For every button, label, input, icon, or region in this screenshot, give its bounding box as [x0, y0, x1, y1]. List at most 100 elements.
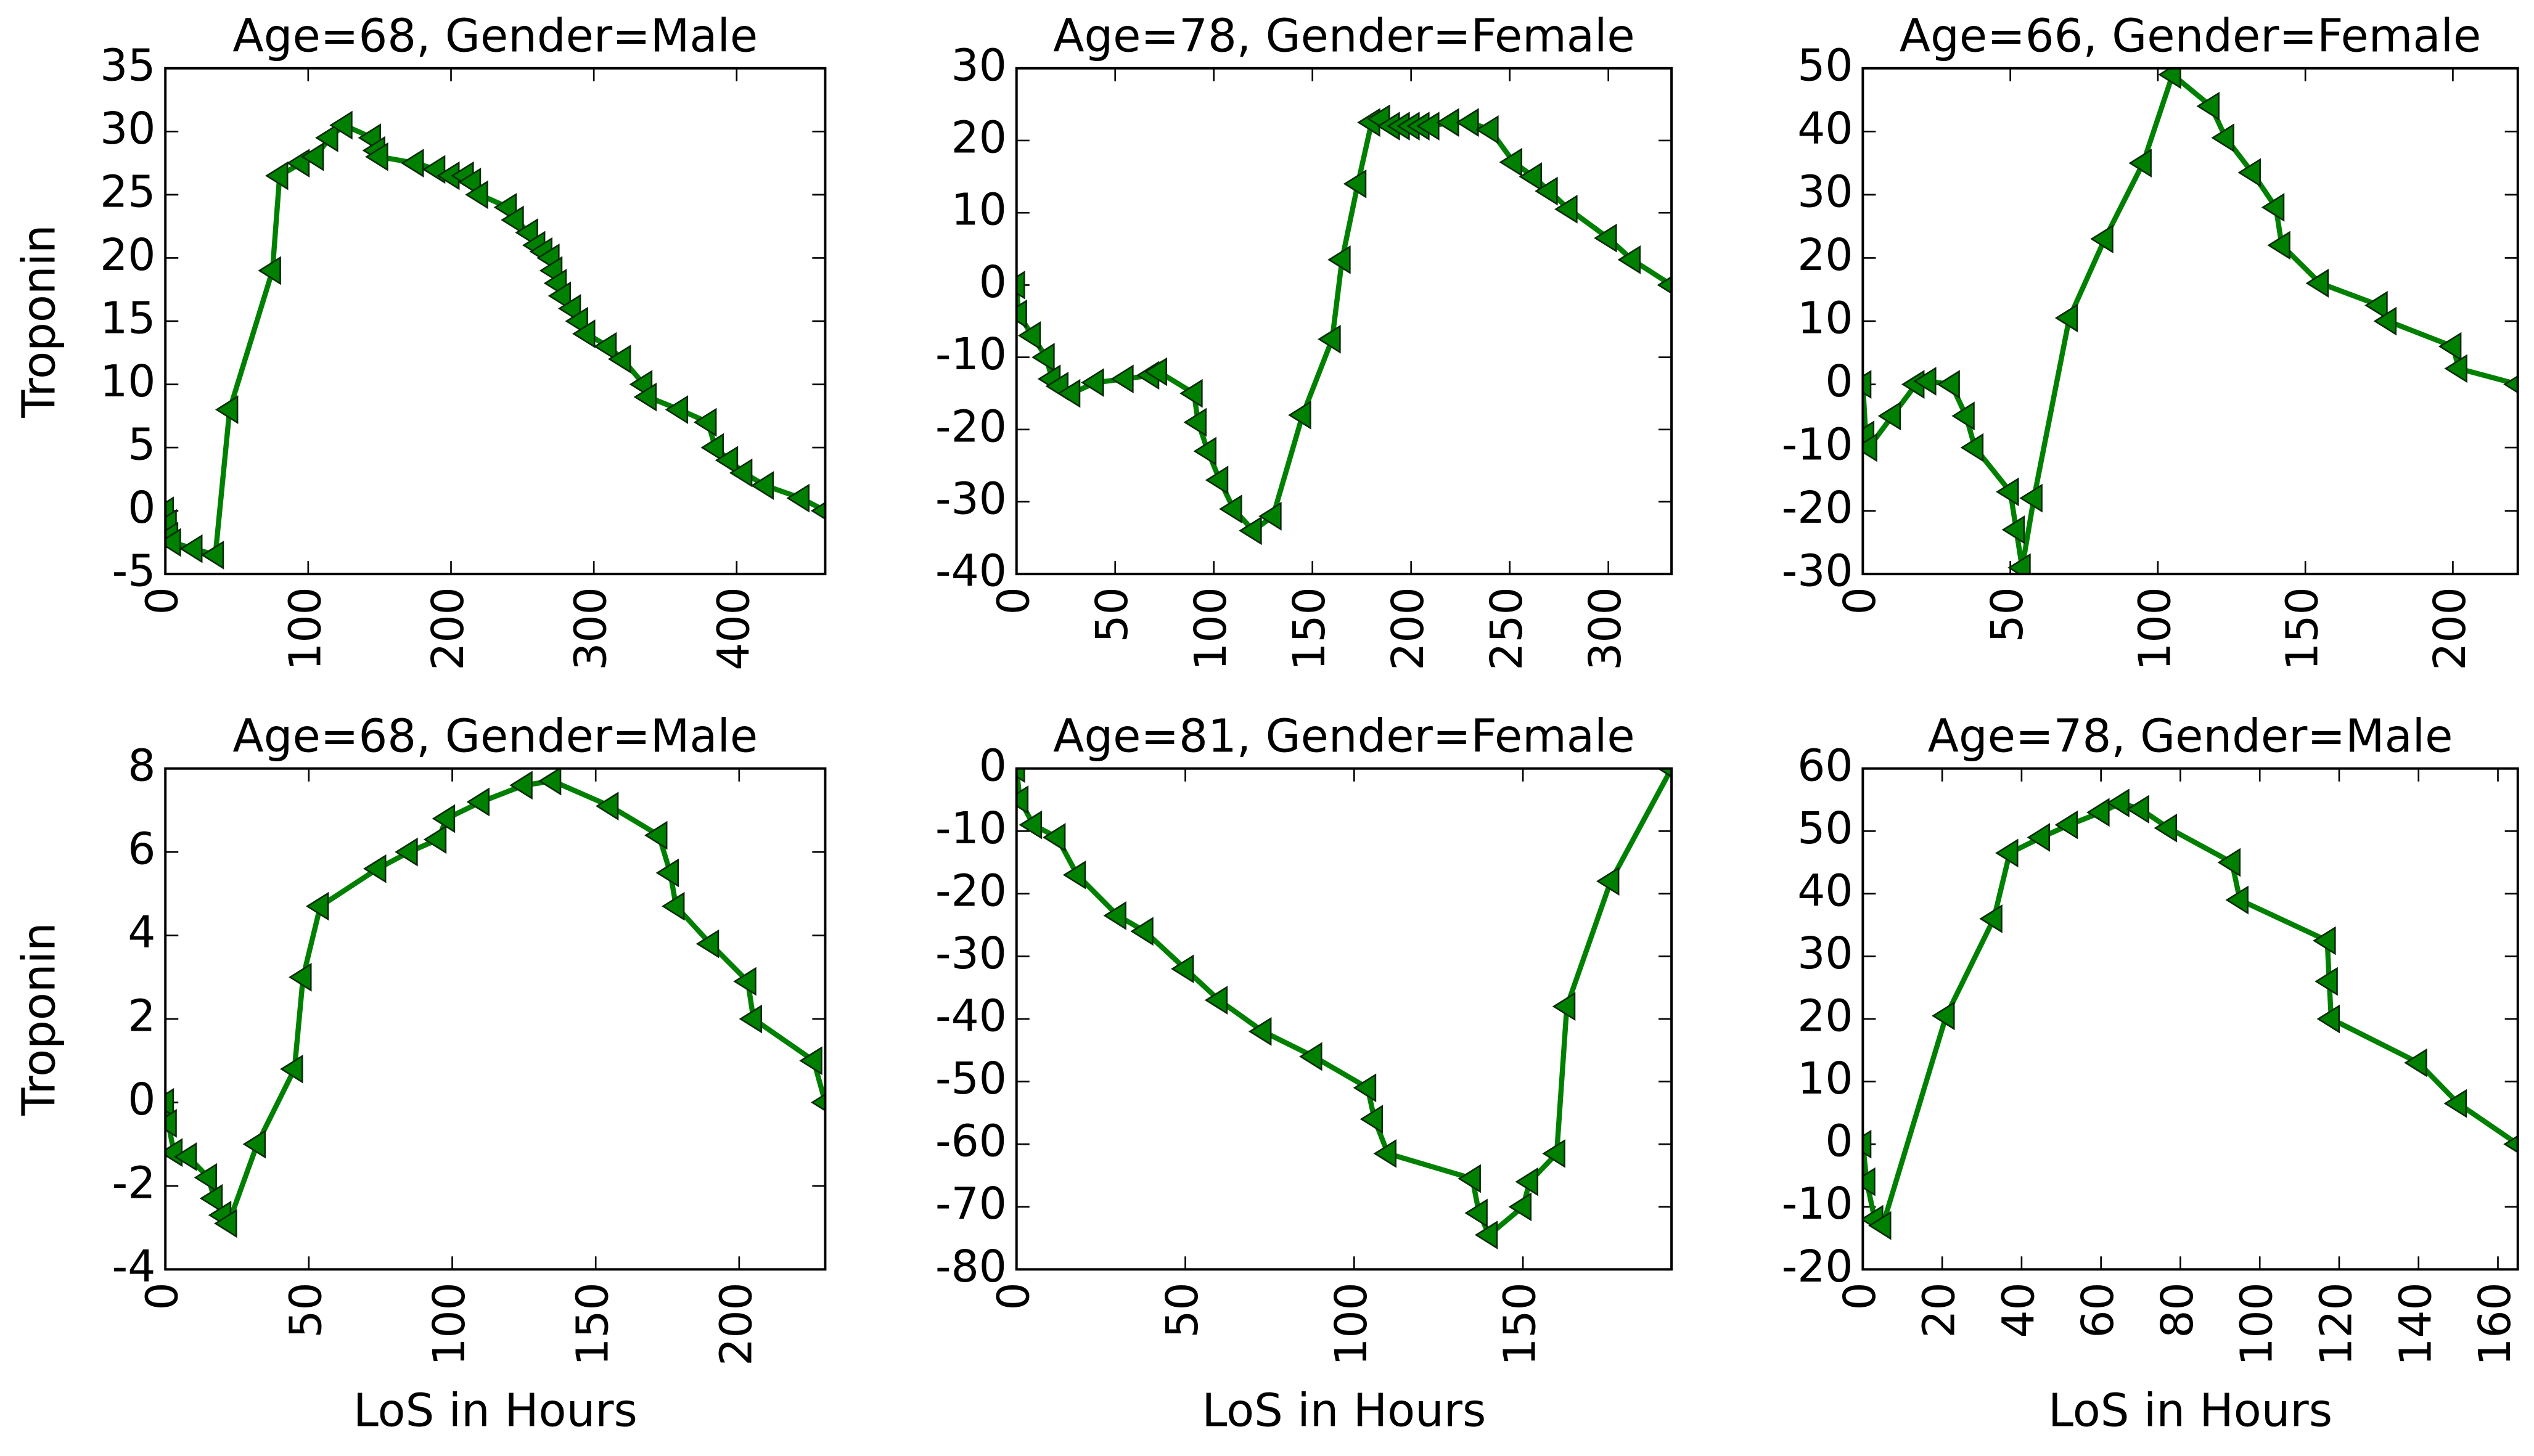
- data-marker: [2054, 810, 2078, 840]
- y-tick-label: -30: [935, 928, 1007, 979]
- data-marker: [1179, 378, 1203, 408]
- data-marker: [165, 1088, 174, 1117]
- data-marker: [1657, 276, 1672, 295]
- x-tick-label: 300: [1580, 587, 1631, 670]
- data-marker: [810, 501, 826, 520]
- axes-frame: [1861, 67, 2519, 576]
- x-tick-label: 100: [424, 1282, 475, 1366]
- data-marker: [300, 142, 324, 171]
- y-tick-label: 30: [951, 39, 1007, 91]
- panel-title: Age=78, Gender=Female: [1053, 10, 1635, 62]
- data-marker: [173, 1142, 197, 1171]
- y-tick-label: -20: [1782, 482, 1853, 533]
- data-marker: [1863, 433, 1877, 462]
- data-marker: [289, 962, 312, 992]
- data-marker: [2126, 795, 2149, 824]
- y-tick-label: -10: [935, 329, 1007, 380]
- data-marker: [1617, 245, 1641, 274]
- data-marker: [1110, 364, 1134, 394]
- y-tick-label: 10: [1797, 293, 1853, 344]
- x-axis-label: LoS in Hours: [1202, 1384, 1486, 1437]
- data-marker: [2316, 1004, 2340, 1034]
- data-marker: [1913, 366, 1937, 396]
- x-tick-label: 0: [988, 1282, 1039, 1310]
- x-tick-label: 0: [988, 587, 1039, 615]
- data-marker: [593, 332, 617, 361]
- data-marker: [655, 858, 679, 888]
- y-tick-label: 15: [100, 293, 155, 344]
- y-tick-label: 4: [128, 907, 155, 958]
- x-tick-label: 200: [422, 587, 474, 671]
- data-marker: [1016, 299, 1027, 329]
- x-tick-label: 0: [137, 1282, 188, 1310]
- axes-frame: [1015, 767, 1673, 1271]
- data-marker: [2007, 553, 2031, 575]
- y-tick-label: 8: [128, 740, 155, 791]
- data-marker: [2225, 885, 2249, 915]
- data-marker: [1042, 823, 1066, 852]
- data-marker: [1456, 108, 1479, 137]
- data-marker: [401, 149, 424, 178]
- data-marker: [1594, 223, 1617, 253]
- y-tick-label: 30: [100, 103, 155, 154]
- data-marker: [733, 967, 757, 996]
- panel: -20 -10 0 10 20 30 40 50 60 0 20 40 60 80 100 120 140 160…: [1782, 710, 2520, 1437]
- y-tick-label: 5: [128, 419, 155, 470]
- y-tick-label: 0: [128, 482, 155, 533]
- plot-area: [165, 768, 826, 1238]
- y-tick-label: -4: [112, 1241, 156, 1292]
- data-marker: [315, 123, 338, 152]
- data-marker: [395, 837, 418, 867]
- y-tick-label: -80: [935, 1241, 1007, 1292]
- data-marker: [1995, 838, 2019, 868]
- data-marker: [1464, 1198, 1488, 1228]
- data-marker: [1343, 169, 1367, 198]
- x-tick-label: 0: [1834, 1282, 1885, 1310]
- data-marker: [179, 534, 203, 563]
- x-tick-label: 160: [2469, 1282, 2520, 1366]
- data-marker: [1288, 400, 1311, 430]
- data-marker: [1017, 321, 1041, 350]
- data-marker: [265, 161, 289, 190]
- x-tick-label: 50: [1157, 1282, 1208, 1338]
- data-marker: [693, 407, 717, 437]
- data-marker: [1016, 270, 1025, 300]
- data-marker: [214, 1209, 237, 1238]
- data-marker: [1499, 147, 1523, 177]
- data-marker: [1863, 1129, 1872, 1159]
- data-marker: [2444, 354, 2467, 383]
- data-marker: [2086, 798, 2110, 827]
- data-marker: [1519, 162, 1543, 191]
- data-marker: [1239, 516, 1262, 546]
- data-marker: [258, 256, 281, 285]
- data-marker: [1057, 378, 1081, 408]
- y-tick-label: -70: [935, 1178, 1007, 1229]
- x-axis-label: LoS in Hours: [2048, 1384, 2332, 1437]
- y-tick-label: -60: [935, 1116, 1007, 1167]
- x-tick-label: 100: [1326, 1282, 1377, 1366]
- x-tick-label: 140: [2390, 1282, 2441, 1366]
- x-tick-label: 100: [1185, 587, 1236, 670]
- data-marker: [1205, 465, 1229, 495]
- data-marker: [2373, 306, 2397, 336]
- x-tick-label: 100: [2231, 1282, 2282, 1366]
- y-tick-label: 6: [128, 824, 155, 875]
- data-marker: [1951, 401, 1975, 431]
- y-tick-label: 30: [1797, 928, 1853, 979]
- data-marker: [200, 541, 224, 570]
- y-tick-label: 0: [979, 740, 1007, 791]
- data-marker: [1937, 370, 1960, 399]
- data-marker: [466, 787, 490, 817]
- x-tick-label: 100: [2129, 587, 2180, 671]
- data-marker: [1877, 401, 1901, 431]
- y-tick-label: 50: [1797, 803, 1853, 854]
- data-marker: [1863, 370, 1872, 399]
- data-marker: [1144, 357, 1168, 386]
- x-tick-label: 200: [710, 1282, 761, 1366]
- y-tick-label: 0: [1825, 1116, 1853, 1167]
- y-tick-label: 35: [100, 39, 155, 91]
- x-tick-label: 200: [1382, 587, 1433, 671]
- data-marker: [700, 433, 724, 462]
- data-marker: [1183, 407, 1207, 437]
- x-tick-label: 100: [279, 587, 330, 671]
